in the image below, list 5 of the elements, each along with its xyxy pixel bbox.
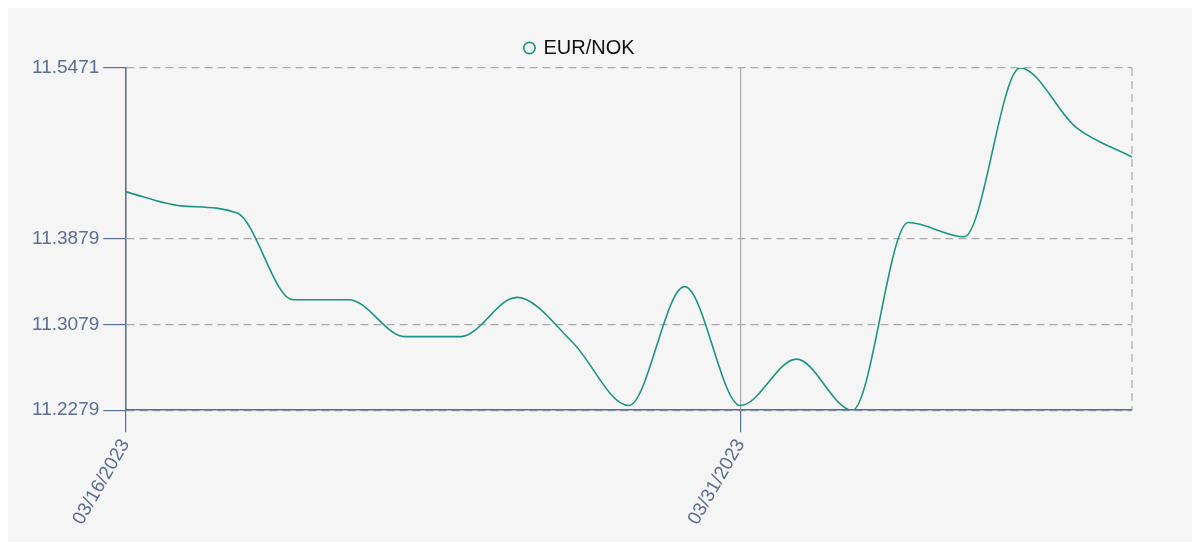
y-tick-label: 11.3079 — [31, 312, 100, 334]
y-tick-label: 11.5471 — [31, 56, 100, 78]
y-tick-label: 11.2279 — [31, 398, 100, 420]
legend-label: EUR/NOK — [543, 35, 636, 58]
y-tick-label: 11.3879 — [31, 226, 100, 248]
